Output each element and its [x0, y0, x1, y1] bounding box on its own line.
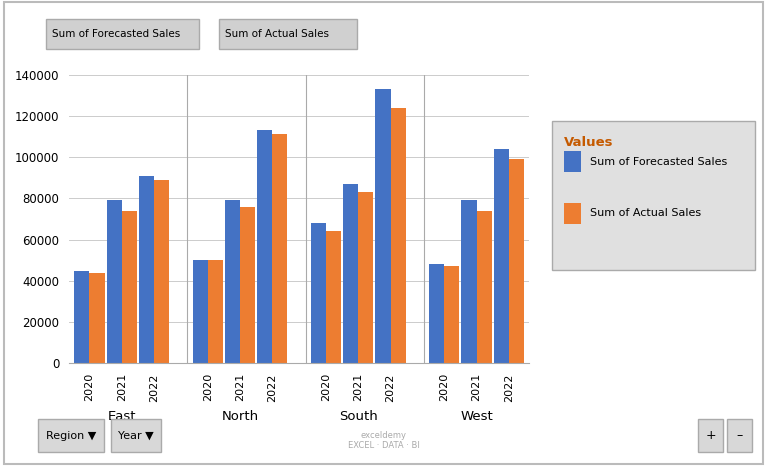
- Bar: [257, 130, 272, 363]
- Bar: [122, 211, 137, 363]
- Text: Sum of Forecasted Sales: Sum of Forecasted Sales: [590, 157, 727, 167]
- Bar: [208, 260, 222, 363]
- Bar: [430, 264, 444, 363]
- Text: Sum of Actual Sales: Sum of Actual Sales: [225, 29, 329, 39]
- Bar: [326, 232, 341, 363]
- Bar: [358, 192, 374, 363]
- Text: East: East: [107, 410, 136, 423]
- Text: Sum of Forecasted Sales: Sum of Forecasted Sales: [52, 29, 180, 39]
- Bar: [272, 134, 288, 363]
- Text: –: –: [736, 429, 743, 442]
- Text: South: South: [339, 410, 377, 423]
- Text: West: West: [460, 410, 493, 423]
- Bar: [509, 159, 524, 363]
- Bar: [74, 271, 90, 363]
- Text: Region ▼: Region ▼: [46, 431, 96, 441]
- Bar: [139, 176, 154, 363]
- Bar: [494, 149, 509, 363]
- Bar: [343, 184, 358, 363]
- Bar: [107, 200, 122, 363]
- Bar: [225, 200, 240, 363]
- Bar: [311, 223, 326, 363]
- Bar: [462, 200, 476, 363]
- Bar: [154, 180, 169, 363]
- Bar: [476, 211, 492, 363]
- Bar: [444, 267, 459, 363]
- Text: exceldemy
EXCEL · DATA · BI: exceldemy EXCEL · DATA · BI: [347, 431, 420, 450]
- Bar: [390, 108, 406, 363]
- Text: North: North: [222, 410, 258, 423]
- Bar: [193, 260, 208, 363]
- Text: +: +: [706, 429, 716, 442]
- Text: Values: Values: [564, 136, 614, 149]
- Bar: [90, 273, 104, 363]
- Bar: [240, 206, 255, 363]
- Bar: [376, 89, 390, 363]
- Text: Year ▼: Year ▼: [118, 431, 154, 441]
- Text: Sum of Actual Sales: Sum of Actual Sales: [590, 208, 701, 218]
